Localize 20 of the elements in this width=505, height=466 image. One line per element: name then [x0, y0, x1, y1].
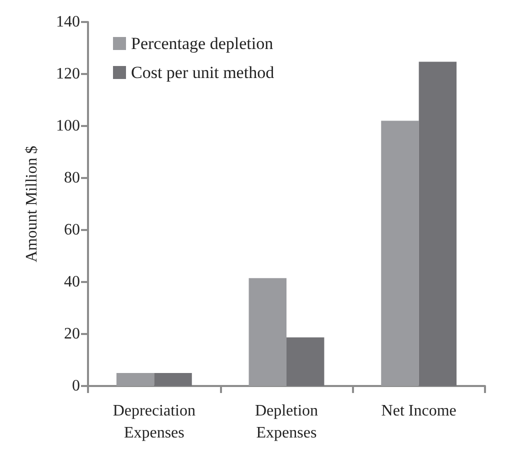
y-tick-label: 40: [64, 274, 80, 290]
y-axis-title: Amount Million $: [24, 146, 40, 262]
y-tick-label: 0: [72, 378, 80, 394]
legend-label: Percentage depletion: [131, 34, 274, 53]
x-tick-label: Depletion Expenses: [254, 402, 318, 442]
bar: [381, 120, 419, 386]
legend-label: Cost per unit method: [131, 63, 275, 82]
y-tick-label: 20: [64, 326, 80, 342]
x-tick-label: Net Income: [381, 402, 456, 420]
bar: [116, 373, 154, 386]
bar: [248, 278, 286, 386]
y-tick-label: 140: [56, 14, 80, 30]
bar: [418, 62, 457, 386]
bar: [286, 337, 324, 386]
y-tick-label: 100: [56, 118, 80, 134]
y-tick-label: 80: [64, 170, 80, 186]
bar: [154, 373, 192, 386]
x-tick-label: Depreciation Expenses: [112, 402, 196, 442]
y-tick-label: 120: [56, 66, 80, 82]
y-tick-label: 60: [64, 222, 80, 238]
